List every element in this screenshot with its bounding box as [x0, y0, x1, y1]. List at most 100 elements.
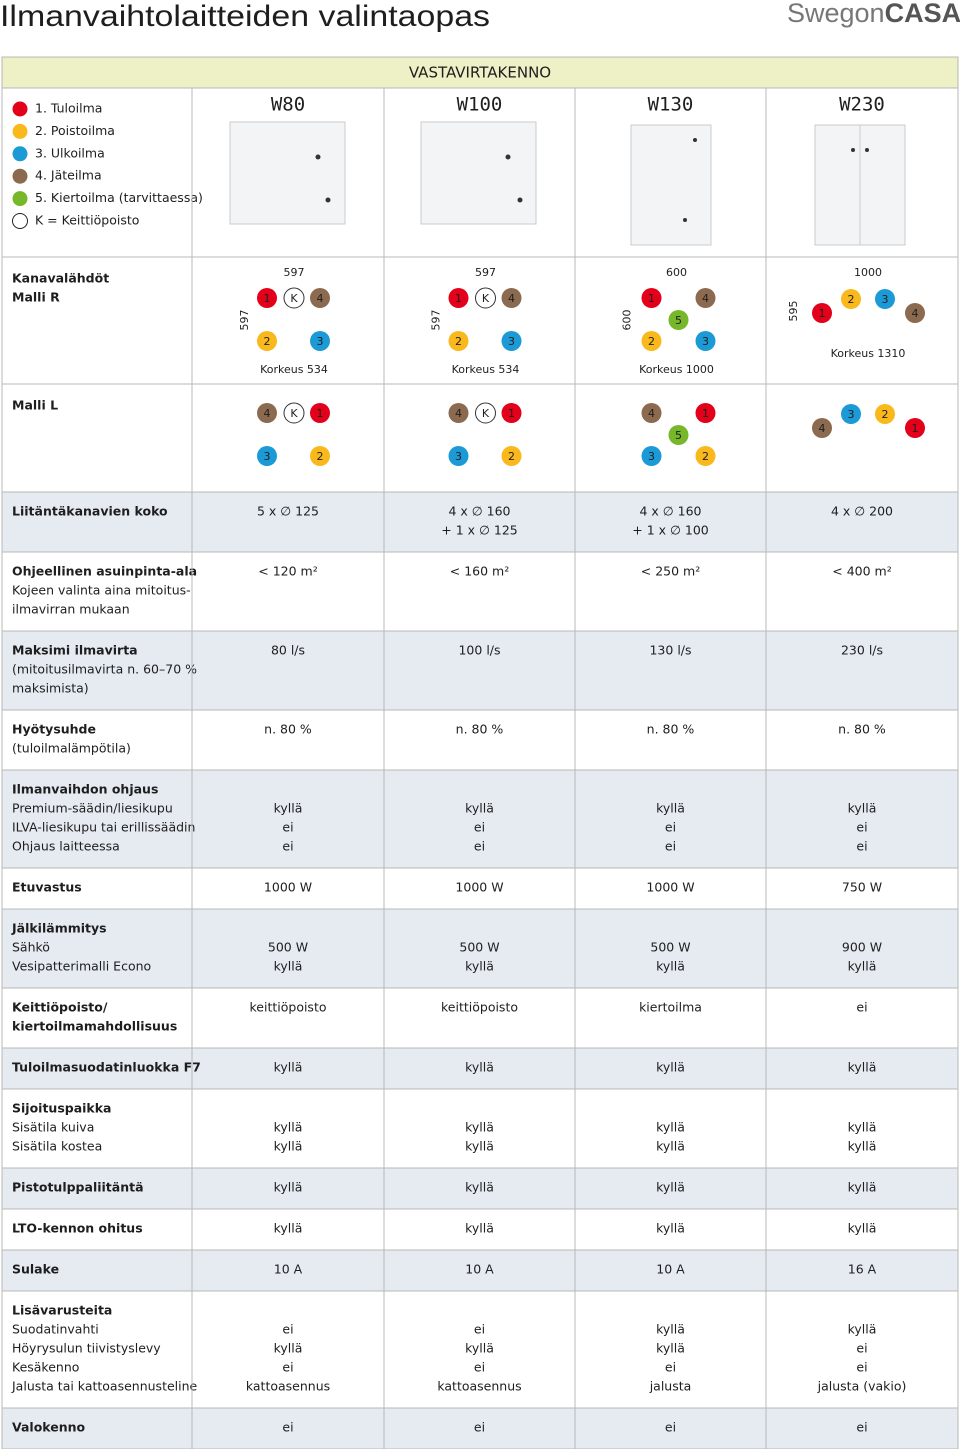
port: [841, 404, 861, 424]
unit-detail: [683, 218, 687, 222]
port: [257, 288, 277, 308]
cell-value: 1000 W: [264, 880, 312, 895]
port: [875, 289, 895, 309]
port-label: 4: [508, 292, 515, 305]
port-label: 5: [675, 429, 682, 442]
row-label: Sisätila kuiva: [12, 1120, 94, 1135]
cell-value: kattoasennus: [437, 1379, 521, 1394]
model-name: W80: [271, 94, 305, 116]
row-label: Kanavalähdöt: [12, 271, 109, 286]
diagram-side: 597: [238, 310, 251, 331]
cell-value: ei: [665, 1360, 676, 1375]
legend-swatch: [12, 123, 28, 139]
port-label: 2: [455, 335, 462, 348]
diagram-caption: Korkeus 1000: [639, 363, 714, 376]
port: [283, 287, 305, 309]
legend-label: 4. Jäteilma: [35, 168, 102, 183]
port: [310, 446, 330, 466]
cell-value: kyllä: [274, 959, 303, 974]
cell-value: jalusta: [649, 1379, 692, 1394]
cell-value: 750 W: [842, 880, 882, 895]
model-name: W100: [457, 94, 503, 116]
row-label: (mitoitusilmavirta n. 60–70 %: [12, 662, 197, 677]
port: [310, 288, 330, 308]
port: [310, 331, 330, 351]
legend-label: 1. Tuloilma: [35, 101, 102, 116]
port-label: 2: [508, 450, 515, 463]
row-label: Vesipatterimalli Econo: [12, 959, 151, 974]
legend-label: 2. Poistoilma: [35, 123, 115, 138]
diagram-width: 1000: [854, 266, 882, 279]
unit-image: [420, 121, 537, 225]
cell-value: 1000 W: [455, 880, 503, 895]
cell-value: ei: [474, 839, 485, 854]
unit-detail: [505, 154, 511, 160]
row-label: Etuvastus: [12, 880, 82, 895]
port: [695, 446, 716, 466]
unit-images: [229, 121, 906, 246]
cell-value: kyllä: [848, 1139, 877, 1154]
port-label: 4: [264, 407, 271, 420]
cell-value: 80 l/s: [271, 643, 305, 658]
port: [641, 446, 662, 466]
cell-value: 500 W: [268, 940, 308, 955]
row-label: Ilmanvaihdon ohjaus: [12, 782, 158, 797]
port-label: 1: [912, 422, 919, 435]
cell-value: ei: [665, 820, 676, 835]
legend-swatch: [12, 191, 28, 207]
row-label: Sulake: [12, 1262, 59, 1277]
unit-detail: [865, 148, 869, 152]
port: [695, 403, 716, 423]
port: [905, 303, 925, 323]
port-label: 5: [675, 314, 682, 327]
diagram-width: 597: [475, 266, 496, 279]
cell-value: kyllä: [465, 1180, 494, 1195]
row-label: Liitäntäkanavien koko: [12, 504, 168, 519]
legend-label: 3. Ulkoilma: [35, 145, 105, 160]
table-row: [1, 1290, 959, 1409]
port: [668, 425, 689, 445]
cell-value: kyllä: [848, 1322, 877, 1337]
row-label: Ohjeellinen asuinpinta-ala: [12, 564, 197, 579]
row-label: kiertoilmamahdollisuus: [12, 1019, 177, 1034]
row-label: Lisävarusteita: [12, 1303, 112, 1318]
port: [501, 331, 522, 351]
cell-value: kyllä: [274, 1060, 303, 1075]
cell-value: 100 l/s: [458, 643, 500, 658]
port-label: K: [290, 407, 298, 420]
port: [448, 446, 469, 466]
cell-value: ei: [474, 820, 485, 835]
legend-swatch: [12, 168, 28, 184]
cell-value: + 1 x ∅ 100: [632, 523, 709, 538]
cell-value: kyllä: [848, 1060, 877, 1075]
cell-value: ei: [665, 1420, 676, 1435]
port-label: 1: [264, 292, 271, 305]
cell-value: < 160 m²: [450, 564, 509, 579]
port-label: K: [290, 292, 298, 305]
port-label: 3: [317, 335, 324, 348]
cell-value: kattoasennus: [246, 1379, 330, 1394]
cell-value: 1000 W: [646, 880, 694, 895]
model-name: W130: [648, 94, 694, 116]
cell-value: 4 x ∅ 160: [639, 504, 701, 519]
table-row: [1, 551, 959, 632]
port-label: 3: [882, 293, 889, 306]
row-label: Tuloilmasuodatinluokka F7: [12, 1060, 201, 1075]
cell-value: ei: [474, 1322, 485, 1337]
cell-value: kyllä: [848, 801, 877, 816]
cell-value: kyllä: [465, 959, 494, 974]
port-label: 1: [455, 292, 462, 305]
port: [641, 331, 662, 351]
table-row: [1, 709, 959, 771]
outlet-row: [1, 383, 959, 493]
cell-value: ei: [856, 1360, 867, 1375]
unit-detail: [693, 138, 697, 142]
group-heading: VASTAVIRTAKENNO: [409, 64, 551, 82]
row-label: maksimista): [12, 681, 89, 696]
title: Ilmanvaihtolaitteiden valintaopas: [0, 0, 490, 33]
diagram-caption: Korkeus 534: [260, 363, 328, 376]
port-label: 1: [317, 407, 324, 420]
port: [875, 404, 895, 424]
cell-value: kyllä: [848, 1120, 877, 1135]
